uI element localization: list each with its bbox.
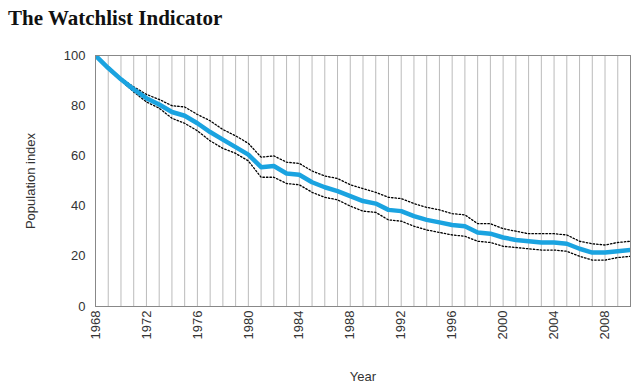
svg-text:1980: 1980 xyxy=(241,311,256,340)
svg-text:1992: 1992 xyxy=(393,311,408,340)
svg-text:2000: 2000 xyxy=(495,311,510,340)
svg-text:80: 80 xyxy=(71,98,85,113)
svg-text:1988: 1988 xyxy=(342,311,357,340)
svg-text:1968: 1968 xyxy=(88,311,103,340)
svg-text:100: 100 xyxy=(64,48,86,63)
svg-text:1972: 1972 xyxy=(139,311,154,340)
svg-text:2008: 2008 xyxy=(597,311,612,340)
svg-text:40: 40 xyxy=(71,198,85,213)
svg-text:Year: Year xyxy=(350,369,377,384)
svg-text:0: 0 xyxy=(78,299,85,314)
svg-text:60: 60 xyxy=(71,148,85,163)
svg-text:2004: 2004 xyxy=(546,311,561,340)
svg-text:1996: 1996 xyxy=(444,311,459,340)
svg-text:Population index: Population index xyxy=(23,132,38,229)
html-text:The Watchlist Indicator: The Watchlist Indicator xyxy=(8,6,223,30)
svg-text:1976: 1976 xyxy=(190,311,205,340)
svg-text:1984: 1984 xyxy=(291,311,306,340)
svg-text:20: 20 xyxy=(71,248,85,263)
